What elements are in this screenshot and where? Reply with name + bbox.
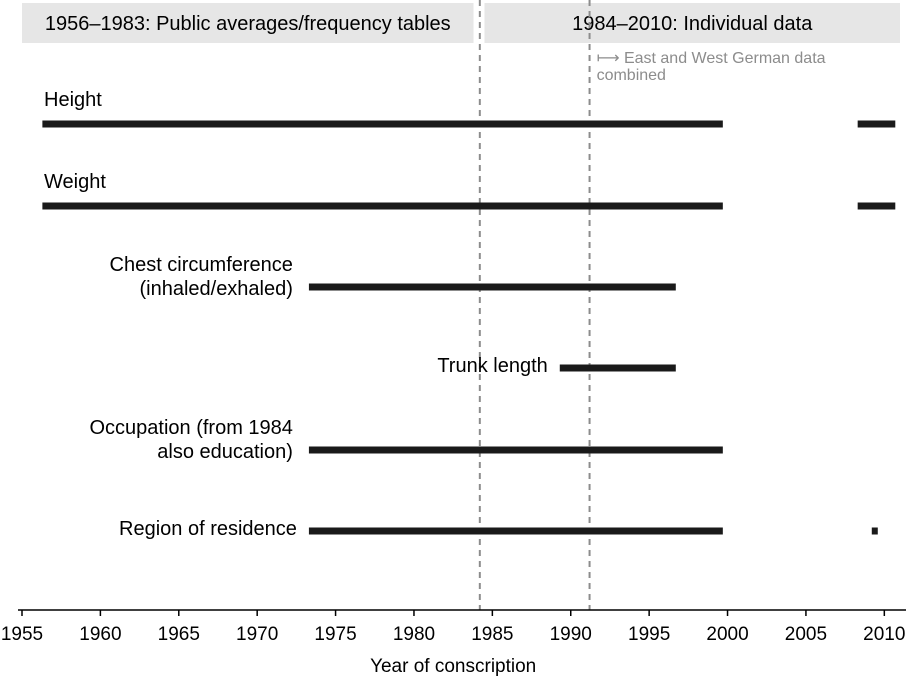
x-tick-label: 1955 (1, 624, 43, 645)
x-tick-label: 2000 (706, 624, 748, 645)
series-bar-segment (42, 120, 723, 128)
series-bar-segment (308, 527, 723, 535)
x-tick-label: 1980 (393, 624, 435, 645)
series-label-line: Chest circumference (110, 254, 293, 276)
x-tick-label: 2010 (863, 624, 905, 645)
period-band-0 (22, 3, 474, 43)
x-tick-label: 1975 (314, 624, 356, 645)
series-layer: Height Weight Chest circumference(inhaled/… (42, 89, 896, 540)
x-tick-label: 1985 (471, 624, 513, 645)
series-label: Height (44, 89, 102, 111)
series-bar-segment (559, 364, 676, 372)
series-label-line: also education) (157, 441, 293, 463)
period-band-1 (484, 3, 900, 43)
series-label-line: Occupation (from 1984 (89, 417, 292, 439)
x-axis: 1955 1960 1965 1970 1975 1980 1985 1990 1995 2000… (1, 609, 906, 645)
series-bar-segment (42, 202, 723, 210)
x-axis-title: Year of conscription (370, 656, 536, 677)
series-label: Weight (44, 171, 106, 193)
annotation-line-1: ⟼ East and West German data (597, 50, 826, 67)
series-row: Chest circumference(inhaled/exhaled) (110, 254, 676, 300)
x-tick-label: 1990 (550, 624, 592, 645)
series-bar-segment (857, 202, 896, 210)
x-tick-label: 2005 (785, 624, 827, 645)
annotation-line-2: combined (597, 67, 666, 84)
series-bar-segment (871, 527, 878, 535)
x-tick-label: 1970 (236, 624, 278, 645)
x-tick-label: 1965 (158, 624, 200, 645)
series-label-line: (inhaled/exhaled) (139, 278, 292, 300)
annotation: ⟼ East and West German data combined (597, 50, 826, 84)
period-label-1: 1984–2010: Individual data (572, 13, 813, 35)
series-label: Trunk length (437, 355, 547, 377)
x-tick-label: 1995 (628, 624, 670, 645)
reference-lines (478, 0, 591, 610)
series-row: Weight (42, 171, 896, 210)
series-row: Height (42, 89, 896, 128)
series-bar-segment (308, 283, 676, 291)
series-row: Region of residence (119, 518, 878, 540)
series-label: Region of residence (119, 518, 297, 540)
series-row: Trunk length (437, 355, 676, 377)
x-tick-label: 1960 (79, 624, 121, 645)
period-bands: 1956–1983: Public averages/frequency tab… (22, 3, 900, 43)
series-bar-segment (308, 446, 723, 454)
period-label-0: 1956–1983: Public averages/frequency tab… (45, 13, 451, 35)
series-bar-segment (857, 120, 896, 128)
